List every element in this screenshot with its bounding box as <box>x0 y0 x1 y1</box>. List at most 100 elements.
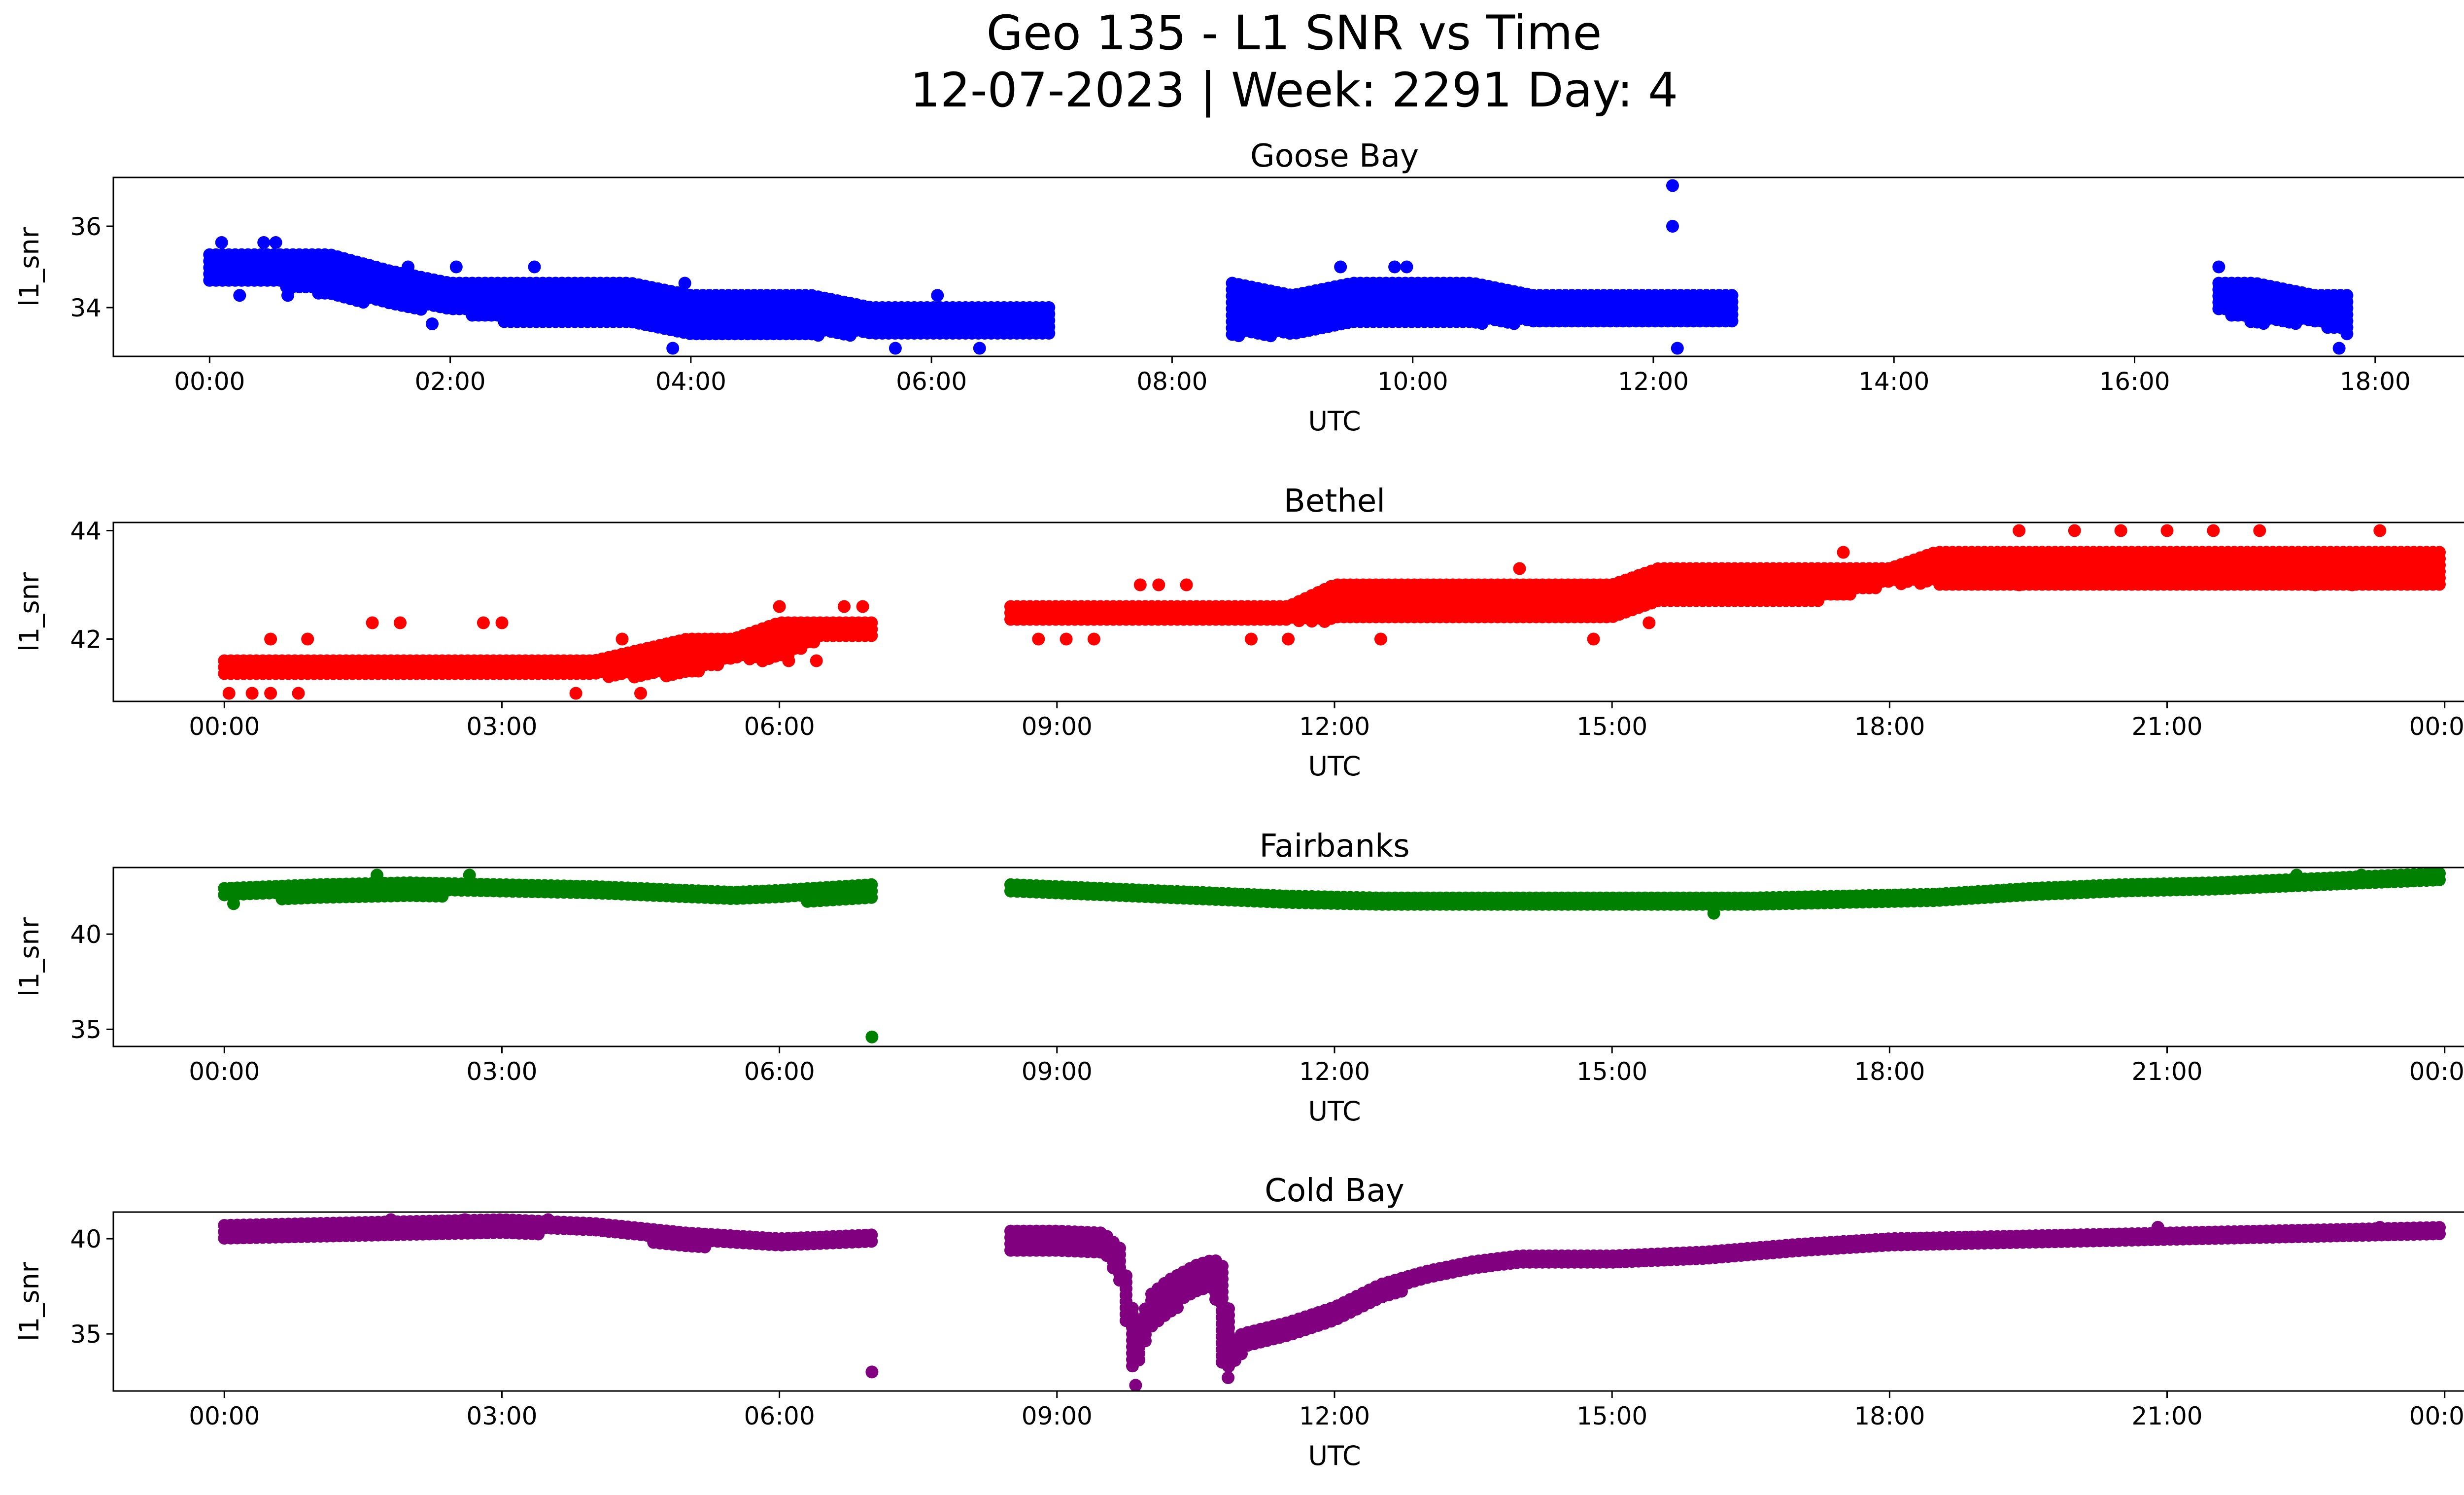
subplot-title: Bethel <box>1284 483 1385 520</box>
data-point <box>264 632 277 646</box>
x-tick-label: 09:00 <box>1022 712 1093 741</box>
y-axis-label: l1_snr <box>14 572 45 652</box>
x-tick-label: 09:00 <box>1022 1402 1093 1430</box>
y-tick-label: 40 <box>70 920 102 949</box>
data-point <box>1042 327 1056 340</box>
x-tick-label: 10:00 <box>1377 367 1448 396</box>
data-point <box>2207 524 2220 537</box>
x-axis-label: UTC <box>1308 1096 1361 1127</box>
data-point <box>264 687 277 700</box>
x-tick-label: 00:00 <box>2409 712 2464 741</box>
data-point <box>2068 524 2081 537</box>
data-point <box>865 1235 878 1248</box>
data-point <box>495 616 509 629</box>
x-tick-label: 12:00 <box>1299 1057 1370 1086</box>
data-point <box>2253 524 2266 537</box>
data-point <box>1139 1334 1152 1348</box>
data-point <box>2212 260 2225 274</box>
data-point <box>281 289 294 302</box>
y-tick-label: 44 <box>70 517 102 546</box>
data-point <box>1388 260 1402 274</box>
data-point <box>865 1030 879 1043</box>
x-tick-label: 12:00 <box>1299 712 1370 741</box>
data-point <box>2373 524 2387 537</box>
y-tick-label: 35 <box>70 1320 102 1349</box>
data-point <box>458 1213 472 1226</box>
data-point <box>227 897 240 910</box>
data-series <box>218 524 2446 700</box>
data-point <box>1643 616 1656 629</box>
x-tick-label: 14:00 <box>1858 367 1929 396</box>
data-point <box>666 342 680 355</box>
data-point <box>1132 1354 1145 1366</box>
data-point <box>402 260 415 274</box>
data-point <box>2151 1220 2164 1234</box>
x-tick-label: 09:00 <box>1022 1057 1093 1086</box>
data-series <box>218 1213 2446 1391</box>
data-point <box>1152 578 1165 591</box>
data-point <box>2160 524 2174 537</box>
figure-title-line1: Geo 135 - L1 SNR vs Time <box>987 5 1602 61</box>
data-point <box>634 687 647 700</box>
data-point <box>222 687 236 700</box>
y-tick-label: 40 <box>70 1225 102 1253</box>
data-point <box>2433 1227 2446 1241</box>
x-tick-label: 02:00 <box>415 367 486 396</box>
y-tick-label: 36 <box>70 212 102 241</box>
data-point <box>2290 869 2303 882</box>
data-point <box>371 869 383 882</box>
data-point <box>1060 632 1073 646</box>
x-tick-label: 15:00 <box>1576 1402 1647 1430</box>
data-point <box>865 629 878 642</box>
data-point <box>2308 578 2322 591</box>
x-tick-label: 06:00 <box>744 1057 815 1086</box>
data-point <box>2013 578 2026 591</box>
data-point <box>2373 1220 2387 1234</box>
x-tick-label: 06:00 <box>744 1402 815 1430</box>
data-series <box>218 868 2446 1043</box>
y-axis-label: l1_snr <box>14 917 45 997</box>
data-point <box>810 654 823 667</box>
x-tick-label: 21:00 <box>2131 712 2202 741</box>
data-point <box>773 600 786 613</box>
data-point <box>865 1365 879 1379</box>
data-point <box>528 260 541 274</box>
x-tick-label: 00:00 <box>2409 1057 2464 1086</box>
x-tick-label: 15:00 <box>1576 712 1647 741</box>
x-tick-label: 03:00 <box>466 712 537 741</box>
data-point <box>931 289 944 302</box>
data-point <box>215 236 228 249</box>
data-point <box>856 600 869 613</box>
y-tick-label: 35 <box>70 1015 102 1044</box>
x-tick-label: 00:00 <box>189 1402 260 1430</box>
x-tick-label: 21:00 <box>2131 1402 2202 1430</box>
data-point <box>569 687 582 700</box>
x-tick-label: 21:00 <box>2131 1057 2202 1086</box>
data-point <box>1245 632 1258 646</box>
x-tick-label: 03:00 <box>466 1402 537 1430</box>
y-tick-label: 34 <box>70 294 102 322</box>
x-tick-label: 15:00 <box>1576 1057 1647 1086</box>
data-point <box>233 289 246 302</box>
x-tick-label: 06:00 <box>744 712 815 741</box>
data-point <box>1666 220 1679 233</box>
x-tick-label: 03:00 <box>466 1057 537 1086</box>
data-point <box>678 277 691 290</box>
data-point <box>477 616 490 629</box>
figure-title-line2: 12-07-2023 | Week: 2291 Day: 4 <box>910 63 1678 118</box>
data-point <box>269 236 282 249</box>
data-point <box>2433 873 2446 886</box>
data-point <box>838 600 851 613</box>
data-point <box>616 632 629 646</box>
x-tick-label: 04:00 <box>655 367 726 396</box>
data-point <box>973 342 986 355</box>
x-tick-label: 08:00 <box>1136 367 1207 396</box>
x-tick-label: 00:00 <box>189 1057 260 1086</box>
data-point <box>257 236 271 249</box>
data-point <box>1400 260 1413 274</box>
subplot-title: Goose Bay <box>1250 138 1419 174</box>
